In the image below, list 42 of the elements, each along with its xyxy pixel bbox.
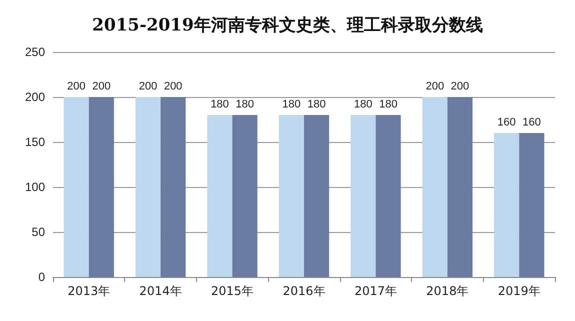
bar [494,133,520,277]
bar [422,97,448,277]
bar [64,97,89,277]
y-tick-label: 100 [24,180,46,194]
data-label: 180 [307,98,326,110]
x-tick-label: 2015年 [211,284,254,298]
y-tick-label: 200 [24,90,46,104]
y-tick-label: 150 [24,135,46,149]
x-tick-label: 2013年 [68,284,110,298]
data-label: 200 [164,80,182,92]
bar [447,97,473,277]
data-label: 200 [138,80,158,92]
data-label: 160 [497,116,516,128]
bar [304,115,330,277]
bar [278,115,304,277]
data-label: 200 [450,80,470,92]
data-label: 200 [426,80,444,92]
data-label: 180 [354,98,372,110]
bar [88,97,114,277]
data-label: 160 [522,116,541,128]
chart-title: 2015-2019年河南专科文史类、理工科录取分数线 [92,16,483,36]
y-tick-label: 0 [38,270,46,284]
bar [232,115,258,277]
x-tick-label: 2014年 [139,284,182,298]
x-tick-label: 2016年 [282,284,326,298]
x-tick-label: 2018年 [426,284,469,298]
data-label: 200 [67,80,86,92]
bar [350,115,376,277]
bar [519,133,544,277]
x-tick-label: 2019年 [498,284,540,298]
bar [135,97,161,277]
y-tick-label: 250 [24,45,46,59]
bar [160,97,186,277]
data-label: 180 [379,98,398,110]
data-label: 180 [236,98,254,110]
data-label: 180 [210,98,229,110]
y-tick-label: 50 [32,225,46,239]
data-label: 200 [92,80,111,92]
data-label: 180 [282,98,301,110]
x-tick-label: 2017年 [354,284,397,298]
bar [207,115,232,277]
bar [376,115,401,277]
